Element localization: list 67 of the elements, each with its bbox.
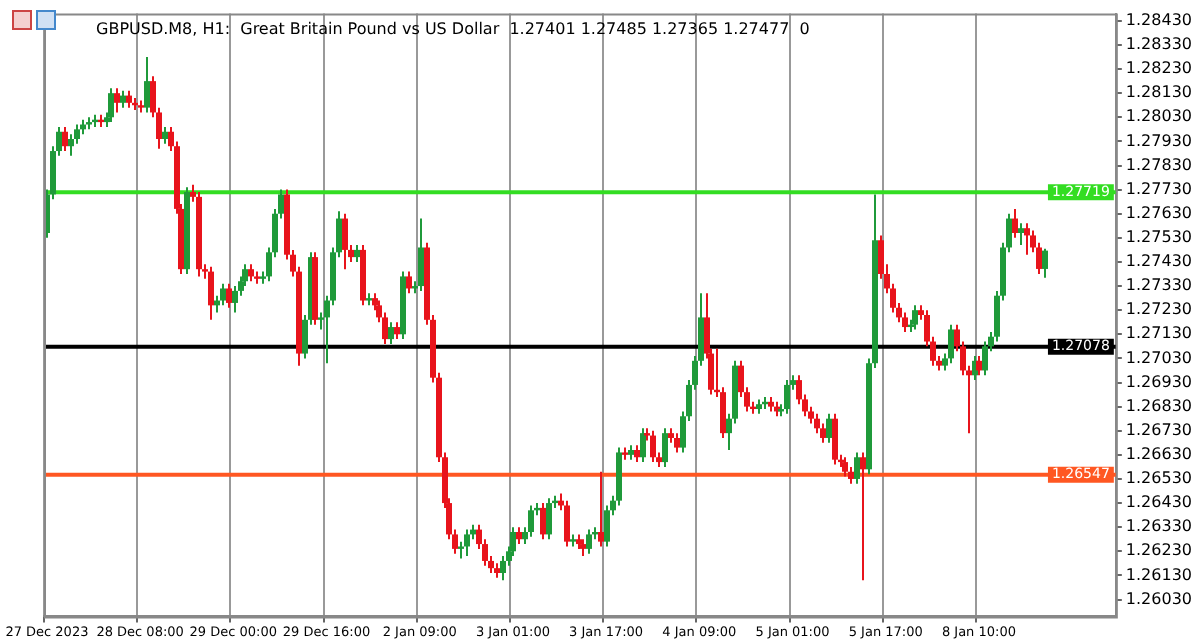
y-tick-label: 1.26830	[1125, 396, 1193, 415]
candlestick	[832, 412, 838, 466]
y-tick-label: 1.27130	[1125, 324, 1193, 343]
candlestick	[418, 217, 424, 292]
candlestick	[220, 282, 226, 307]
y-tick-label: 1.27830	[1125, 155, 1193, 174]
y-tick-label: 1.27230	[1125, 300, 1193, 319]
candlestick	[406, 270, 412, 295]
y-tick-label: 1.27730	[1125, 179, 1193, 198]
candlestick	[982, 340, 988, 377]
candlestick	[842, 456, 848, 478]
candlestick	[814, 412, 820, 435]
candlestick	[564, 499, 570, 548]
y-tick-label: 1.26130	[1125, 565, 1193, 584]
candlestick	[826, 412, 832, 444]
candlestick	[598, 470, 604, 548]
candlestick	[540, 502, 546, 541]
candlestick	[68, 133, 74, 157]
y-tick-label: 1.26730	[1125, 420, 1193, 439]
y-tick-label: 1.27030	[1125, 348, 1193, 367]
candlestick	[604, 504, 610, 548]
candlestick	[662, 427, 668, 468]
y-tick-label: 1.27330	[1125, 276, 1193, 295]
y-tick-label: 1.28230	[1125, 59, 1193, 78]
candlestick	[1012, 207, 1018, 239]
y-tick-label: 1.26530	[1125, 469, 1193, 488]
candlestick	[546, 497, 552, 541]
y-tick-label: 1.27530	[1125, 228, 1193, 246]
candlestick	[528, 504, 534, 538]
candlestick	[674, 432, 680, 454]
candlestick	[226, 282, 232, 309]
candlestick	[144, 56, 150, 114]
y-tick-label: 1.27930	[1125, 131, 1193, 150]
candlestick	[342, 212, 348, 271]
candlestick	[208, 265, 214, 321]
y-tick-label: 1.27430	[1125, 252, 1193, 271]
candlestick	[1018, 222, 1024, 247]
candlestick	[854, 451, 860, 485]
y-tick-label: 1.26930	[1125, 372, 1193, 391]
candlestick	[784, 379, 790, 415]
candlestick	[464, 528, 470, 558]
y-tick-label: 1.27630	[1125, 203, 1193, 222]
candlestick	[62, 125, 68, 153]
candlestick	[820, 422, 826, 444]
y-tick-label: 1.28030	[1125, 107, 1193, 126]
y-tick-label: 1.26330	[1125, 517, 1193, 536]
candlestick	[242, 263, 248, 288]
candlestick	[976, 354, 982, 377]
candlestick	[510, 526, 516, 558]
y-tick-label: 1.28330	[1125, 35, 1193, 54]
y-tick-label: 1.26430	[1125, 493, 1193, 512]
chart-title: GBPUSD.M8, H1: Great Britain Pound vs US Dollar 1.27401 1.27485 1.27365 1.27477 0	[96, 19, 810, 38]
candlestick	[1042, 247, 1048, 279]
y-tick-label: 1.28130	[1125, 83, 1193, 102]
y-tick-label: 1.26030	[1125, 589, 1193, 608]
candlestick	[586, 528, 592, 555]
candlestick	[388, 321, 394, 345]
y-tick-label: 1.26230	[1125, 541, 1193, 560]
candlestick	[902, 311, 908, 333]
y-tick-label: 1.26630	[1125, 445, 1193, 464]
candlestick	[108, 87, 114, 124]
candlestick	[114, 87, 120, 114]
candlestick	[948, 323, 954, 365]
candlestick	[860, 451, 866, 582]
y-tick-label: 1.28430	[1125, 10, 1193, 29]
candlestick	[650, 429, 656, 464]
candlestick	[1024, 222, 1030, 256]
